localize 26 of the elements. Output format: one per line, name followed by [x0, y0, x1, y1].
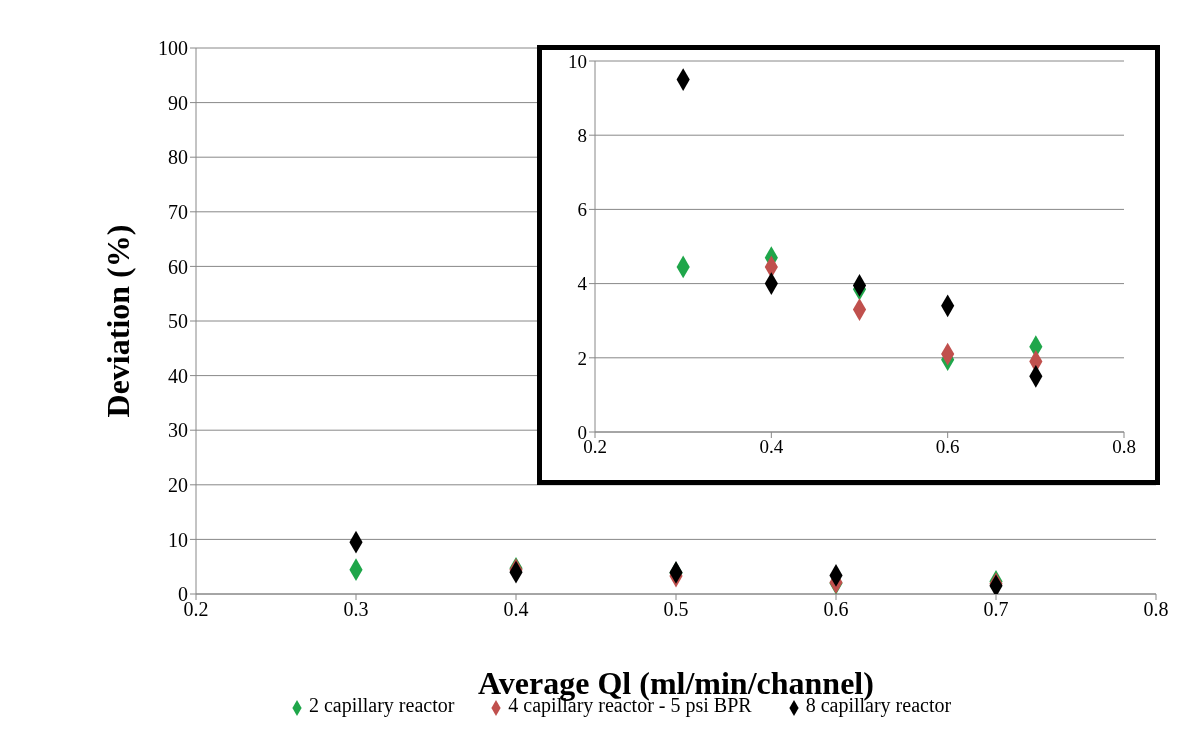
x-tick-label: 0.8 [1143, 598, 1169, 621]
x-tick-label: 0.6 [935, 436, 960, 458]
y-tick-label: 20 [168, 473, 188, 496]
y-tick-label: 100 [158, 37, 188, 60]
x-tick-label: 0.5 [663, 598, 689, 621]
y-tick-label: 80 [168, 146, 188, 169]
x-tick-label: 0.4 [759, 436, 784, 458]
x-tick-label: 0.3 [343, 598, 369, 621]
x-tick-label: 0.8 [1112, 436, 1136, 458]
y-tick-label: 8 [577, 124, 587, 146]
y-tick-label: 50 [168, 310, 188, 333]
y-tick-label: 30 [168, 419, 188, 442]
y-tick-label: 60 [168, 255, 188, 278]
y-tick-label: 10 [168, 528, 188, 551]
y-tick-label: 10 [568, 50, 587, 72]
y-axis-title: Deviation (%) [100, 224, 137, 418]
y-tick-label: 40 [168, 364, 188, 387]
y-tick-label: 6 [577, 199, 587, 221]
y-tick-label: 4 [577, 273, 588, 295]
legend-label: 2 capillary reactor [308, 694, 455, 716]
x-tick-label: 0.6 [823, 598, 849, 621]
y-tick-label: 70 [168, 200, 188, 223]
x-tick-label: 0.7 [983, 598, 1009, 621]
x-tick-label: 0.4 [503, 598, 529, 621]
y-tick-label: 2 [577, 347, 587, 369]
y-tick-label: 90 [168, 91, 188, 114]
